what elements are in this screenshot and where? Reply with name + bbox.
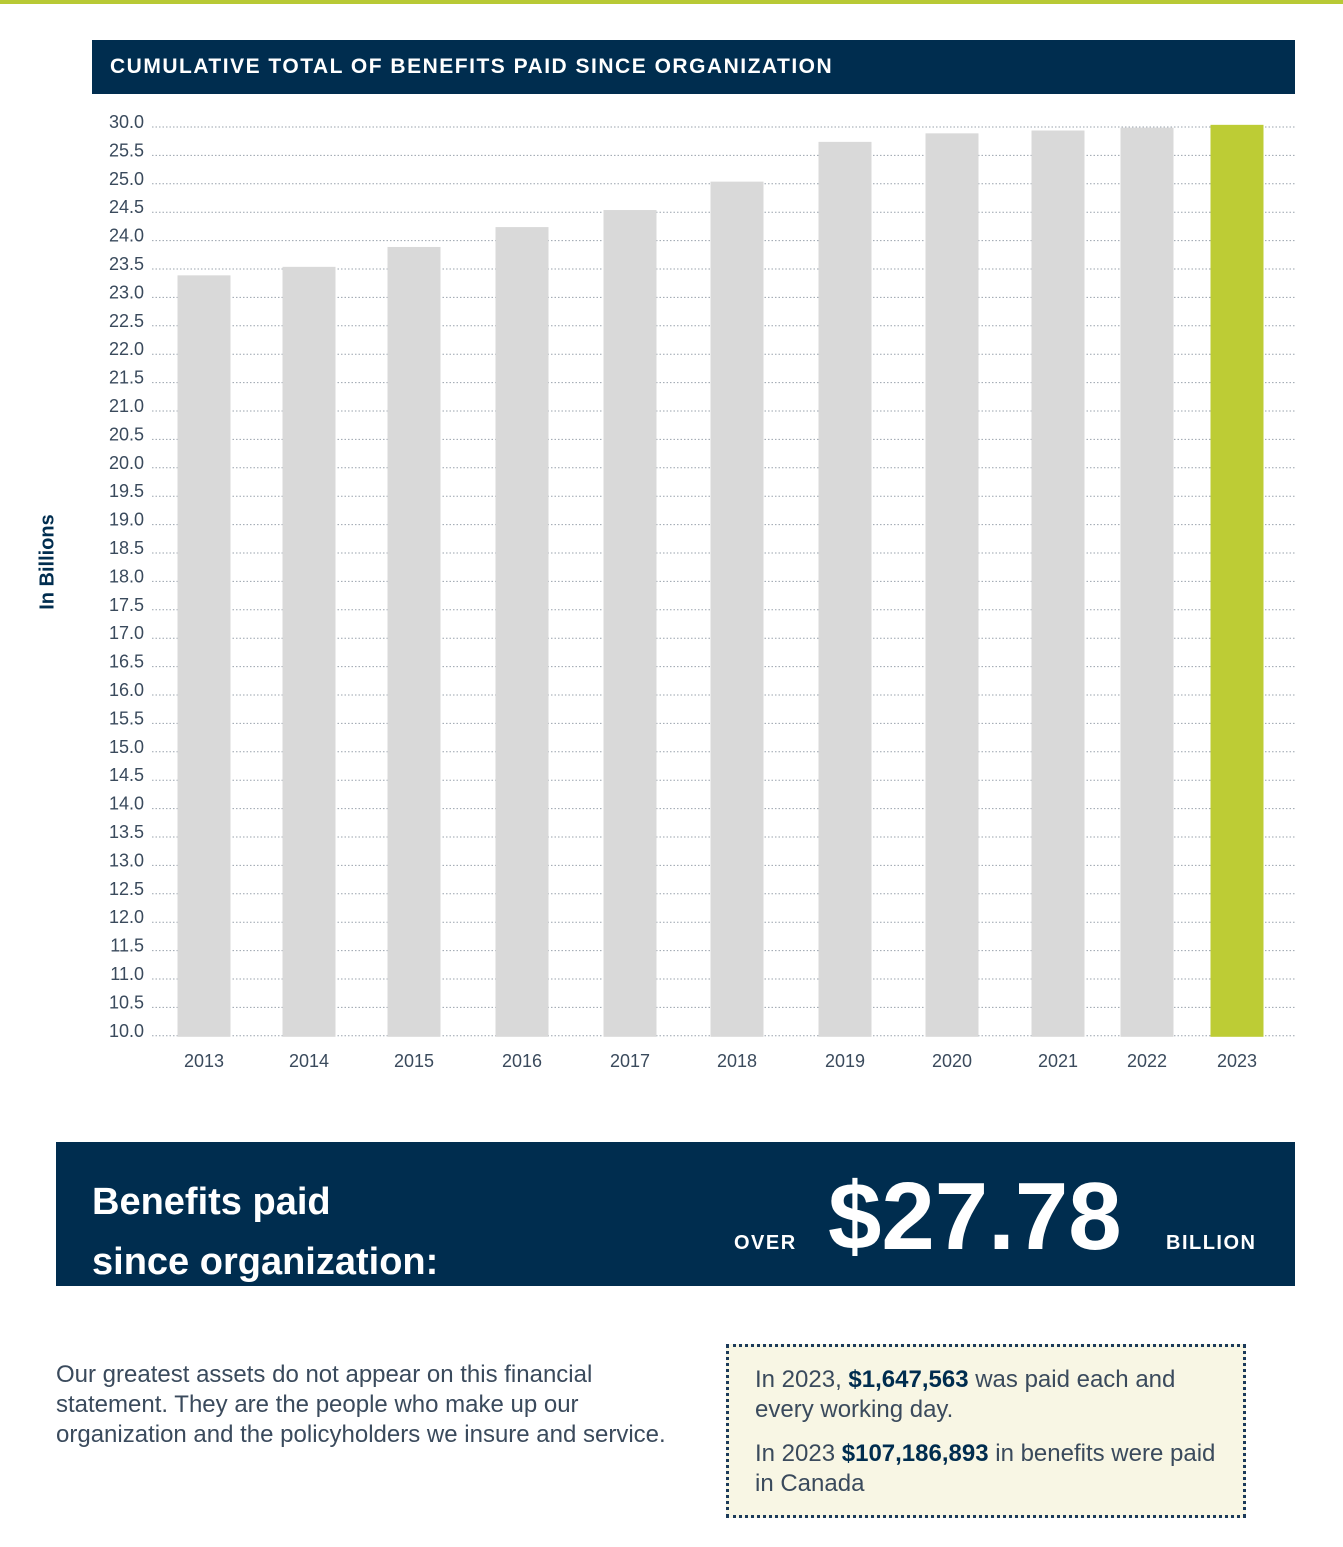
y-tick-label: 11.0 bbox=[110, 964, 144, 984]
summary-label-line-2: since organization: bbox=[92, 1241, 439, 1283]
y-tick-label: 25.5 bbox=[109, 140, 144, 160]
y-tick-label: 14.0 bbox=[109, 794, 144, 814]
y-tick-label: 12.0 bbox=[109, 907, 144, 927]
y-tick-label: 18.5 bbox=[109, 538, 144, 558]
y-tick-label: 23.0 bbox=[109, 282, 144, 302]
bars bbox=[177, 124, 1264, 1037]
y-tick-label: 14.5 bbox=[109, 765, 144, 785]
y-tick-label: 12.5 bbox=[109, 879, 144, 899]
y-tick-label: 17.5 bbox=[109, 595, 144, 615]
y-tick-label: 11.5 bbox=[110, 936, 144, 956]
x-tick-label: 2017 bbox=[610, 1051, 650, 1071]
top-accent-rule bbox=[0, 0, 1343, 4]
y-tick-label: 19.5 bbox=[109, 481, 144, 501]
callout-box: In 2023, $1,647,563 was paid each and ev… bbox=[726, 1344, 1246, 1518]
summary-prefix: OVER bbox=[734, 1232, 797, 1254]
bar-2020 bbox=[925, 133, 979, 1037]
x-tick-label: 2013 bbox=[184, 1051, 224, 1071]
y-axis-ticks: 10.0 10.5 11.0 11.5 12.0 12.5 13.0 13.5 14.0 14.5… bbox=[109, 112, 144, 1041]
y-tick-label: 24.5 bbox=[109, 197, 144, 217]
bar-2014 bbox=[282, 266, 336, 1037]
x-tick-label: 2022 bbox=[1127, 1051, 1167, 1071]
callout-canada: In 2023 $107,186,893 in benefits were pa… bbox=[755, 1440, 1216, 1497]
bar-2016 bbox=[495, 227, 549, 1037]
canada-amount: $107,186,893 bbox=[841, 1440, 989, 1467]
bar-2015 bbox=[387, 246, 441, 1037]
x-tick-label: 2023 bbox=[1217, 1051, 1257, 1071]
y-tick-label: 15.0 bbox=[109, 737, 144, 757]
summary-label: Benefits paid since organization: bbox=[92, 1172, 438, 1292]
x-tick-label: 2016 bbox=[502, 1051, 542, 1071]
bar-2019 bbox=[818, 141, 872, 1037]
y-tick-label: 22.0 bbox=[109, 339, 144, 359]
bar-2022 bbox=[1120, 127, 1174, 1037]
bar-2013 bbox=[177, 275, 231, 1037]
bar-2017 bbox=[603, 210, 657, 1037]
y-tick-label: 20.0 bbox=[109, 453, 144, 473]
y-tick-label: 30.0 bbox=[109, 112, 144, 132]
y-tick-label: 21.0 bbox=[109, 396, 144, 416]
daily-amount: $1,647,563 bbox=[848, 1366, 969, 1393]
y-tick-label: 10.0 bbox=[109, 1021, 144, 1041]
y-tick-label: 13.0 bbox=[109, 850, 144, 870]
y-tick-label: 15.5 bbox=[109, 708, 144, 728]
y-tick-label: 18.0 bbox=[109, 566, 144, 586]
assets-note: Our greatest assets do not appear on thi… bbox=[56, 1361, 666, 1448]
x-tick-label: 2021 bbox=[1038, 1051, 1078, 1071]
y-tick-label: 25.0 bbox=[109, 169, 144, 189]
summary-label-line-1: Benefits paid bbox=[92, 1181, 331, 1223]
x-tick-label: 2015 bbox=[394, 1051, 434, 1071]
y-tick-label: 16.5 bbox=[109, 652, 144, 672]
y-tick-label: 24.0 bbox=[109, 226, 144, 246]
y-tick-label: 19.0 bbox=[109, 510, 144, 530]
y-tick-label: 10.5 bbox=[109, 992, 144, 1012]
x-tick-label: 2014 bbox=[289, 1051, 329, 1071]
y-tick-label: 22.5 bbox=[109, 311, 144, 331]
summary-amount: $27.78 bbox=[828, 1163, 1122, 1270]
bar-2023 bbox=[1210, 124, 1264, 1037]
x-tick-label: 2020 bbox=[932, 1051, 972, 1071]
y-tick-label: 17.0 bbox=[109, 623, 144, 643]
bar-2021 bbox=[1031, 130, 1085, 1037]
summary-unit: BILLION bbox=[1166, 1232, 1257, 1254]
chart-title: CUMULATIVE TOTAL OF BENEFITS PAID SINCE … bbox=[92, 40, 1295, 94]
y-tick-label: 20.5 bbox=[109, 424, 144, 444]
y-tick-label: 23.5 bbox=[109, 254, 144, 274]
x-tick-label: 2018 bbox=[717, 1051, 757, 1071]
x-tick-label: 2019 bbox=[825, 1051, 865, 1071]
y-tick-label: 16.0 bbox=[109, 680, 144, 700]
x-axis-ticks: 2013 2014 2015 2016 2017 2018 2019 2020 2021 2022… bbox=[184, 1051, 1257, 1071]
bar-2018 bbox=[710, 181, 764, 1037]
y-tick-label: 21.5 bbox=[109, 368, 144, 388]
summary-banner: Benefits paid since organization: OVER $… bbox=[56, 1142, 1295, 1286]
callout-daily: In 2023, $1,647,563 was paid each and ev… bbox=[755, 1366, 1176, 1423]
y-tick-label: 13.5 bbox=[109, 822, 144, 842]
bar-chart: 10.0 10.5 11.0 11.5 12.0 12.5 13.0 13.5 14.0 14.5… bbox=[109, 112, 1295, 1071]
